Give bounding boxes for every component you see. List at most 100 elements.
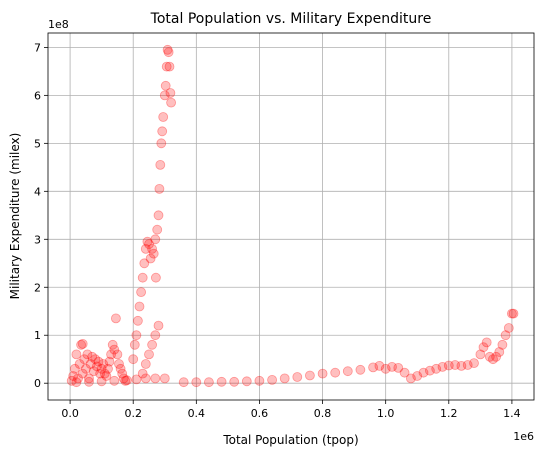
scatter-point: [68, 371, 79, 381]
scatter-point: [77, 338, 88, 349]
scatter-point: [101, 371, 112, 381]
y-tick-label: 1: [34, 329, 41, 342]
scatter-point: [99, 368, 110, 379]
x-tick-label: 0.8: [314, 407, 332, 420]
grid-layer: [48, 33, 534, 400]
scatter-point: [154, 183, 165, 194]
x-axis-label: Total Population (tpop): [222, 433, 358, 447]
scatter-point: [150, 234, 161, 245]
scatter-point: [79, 354, 90, 365]
scatter-point: [160, 80, 171, 91]
scatter-point: [164, 61, 175, 72]
scatter-point: [254, 375, 265, 386]
scatter-point: [76, 339, 86, 350]
scatter-point: [500, 330, 511, 341]
scatter-point: [267, 374, 278, 385]
scatter-point: [71, 377, 82, 388]
scatter-point: [142, 236, 153, 247]
scatter-point: [157, 126, 168, 137]
scatter-point: [368, 362, 379, 373]
scatter-point: [424, 365, 435, 376]
scatter-point: [475, 349, 486, 360]
scatter-point: [112, 349, 123, 360]
scatter-point: [330, 367, 341, 378]
scatter-point: [161, 61, 172, 72]
scatter-point: [152, 224, 163, 235]
scatter-point: [216, 376, 227, 387]
scatter-point: [77, 368, 88, 379]
scatter-point: [166, 97, 177, 108]
x-tick-label: 1.2: [440, 407, 458, 420]
scatter-point: [418, 367, 429, 378]
scatter-point: [497, 339, 508, 350]
scatter-point: [96, 376, 107, 387]
scatter-point: [355, 364, 366, 375]
scatter-point: [140, 359, 151, 369]
scatter-point: [178, 377, 189, 388]
scatter-point: [103, 363, 113, 374]
scatter-point: [93, 356, 104, 367]
scatter-point: [147, 339, 158, 350]
scatter-point: [88, 366, 99, 377]
scatter-point: [155, 159, 166, 170]
scatter-point: [431, 363, 442, 374]
scatter-point: [109, 375, 120, 386]
y-axis-multiplier: 1e8: [48, 18, 69, 31]
x-tick-label: 0.4: [188, 407, 206, 420]
scatter-point: [342, 366, 353, 377]
scatter-point: [150, 272, 161, 283]
scatter-point: [84, 376, 94, 387]
scatter-point: [140, 373, 151, 384]
scatter-point: [508, 308, 519, 319]
scatter-point: [92, 361, 102, 372]
scatter-point: [122, 375, 132, 386]
scatter-point: [109, 344, 120, 355]
scatter-point: [399, 367, 410, 378]
x-tick-label: 0.6: [251, 407, 269, 420]
scatter-point: [118, 373, 129, 384]
plot-frame: [47, 32, 535, 401]
scatter-point: [120, 375, 131, 386]
scatter-point: [241, 376, 252, 387]
scatter-point: [462, 360, 473, 370]
y-ticks: 0 1 2 3 4 5 6 7: [34, 41, 48, 390]
scatter-point: [90, 354, 101, 365]
x-ticks: 0.0 0.2 0.4 0.6 0.8 1.0 1.2 1.4: [61, 400, 521, 420]
scatter-point: [98, 359, 109, 369]
scatter-point: [81, 363, 91, 374]
scatter-point: [374, 360, 385, 371]
scatter-point: [74, 359, 85, 369]
scatter-point: [304, 370, 315, 381]
scatter-point: [150, 373, 161, 384]
scatter-point: [405, 373, 416, 384]
scatter-point: [147, 243, 158, 254]
scatter-point: [144, 239, 154, 250]
points-layer: [66, 44, 519, 388]
y-tick-label: 0: [34, 377, 41, 390]
chart-title: Total Population vs. Military Expenditur…: [150, 11, 432, 27]
scatter-point: [443, 360, 454, 371]
scatter-point: [450, 360, 461, 370]
scatter-point: [153, 210, 164, 221]
scatter-point: [129, 339, 140, 350]
scatter-point: [115, 363, 126, 374]
scatter-point: [85, 359, 96, 369]
y-tick-label: 6: [34, 89, 41, 102]
scatter-point: [114, 359, 124, 369]
scatter-point: [139, 258, 150, 269]
scatter-point: [494, 347, 505, 357]
scatter-point: [380, 363, 391, 374]
x-tick-label: 0.2: [124, 407, 142, 420]
scatter-point: [148, 248, 159, 259]
scatter-point: [95, 368, 105, 379]
scatter-point: [84, 373, 94, 384]
scatter-point: [66, 375, 77, 386]
scatter-point: [393, 362, 404, 373]
scatter-point: [437, 361, 448, 372]
y-axis-label: Military Expenditure (milex): [8, 133, 22, 300]
scatter-point: [132, 315, 143, 326]
scatter-point: [159, 373, 170, 384]
scatter-point: [229, 376, 240, 387]
